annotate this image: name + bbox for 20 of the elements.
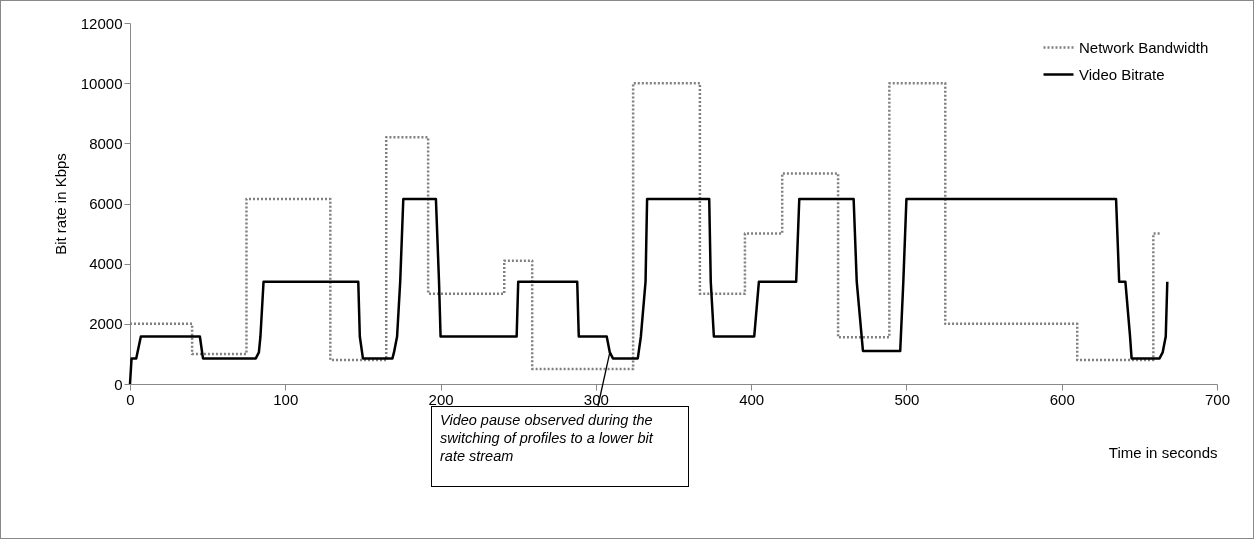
x-tick-label: 0 [126, 390, 135, 408]
x-tick-label: 500 [894, 390, 920, 408]
y-axis-title: Bit rate in Kbps [51, 153, 69, 255]
x-axis-title: Time in seconds [1108, 443, 1218, 461]
y-tick-label: 6000 [89, 195, 123, 212]
x-tick-label: 700 [1204, 390, 1231, 408]
line-series [128, 197, 1169, 386]
y-tick-label: 8000 [89, 134, 123, 152]
x-tick-label: 100 [273, 390, 299, 408]
y-tick-label: 2000 [89, 315, 123, 333]
y-tick-label: 0 [114, 375, 123, 393]
y-tick-label: 4000 [89, 255, 123, 273]
y-tick-label: 12000 [80, 14, 123, 32]
annotation: Video pause observed during the switching of profiles to a lower bit rate stream [431, 406, 689, 487]
y-tick-label: 10000 [80, 74, 123, 92]
x-tick-label: 600 [1049, 390, 1075, 408]
legend-label: Network Bandwidth [1079, 38, 1209, 56]
legend-label: Video Bitrate [1079, 65, 1165, 83]
x-tick-label: 400 [739, 390, 765, 408]
x-tick-label: 200 [428, 390, 454, 408]
